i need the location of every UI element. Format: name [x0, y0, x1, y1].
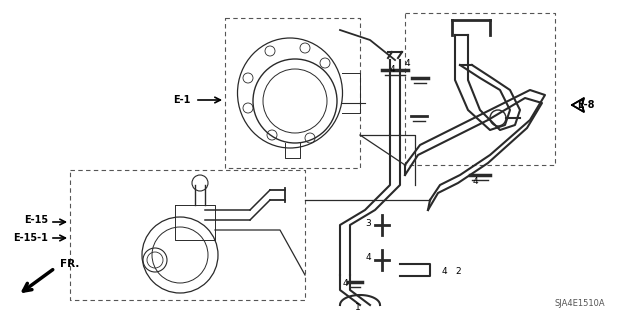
Text: 4: 4 — [389, 65, 395, 75]
Text: 4: 4 — [404, 58, 410, 68]
Text: 4: 4 — [342, 279, 348, 288]
Text: E-8: E-8 — [577, 100, 595, 110]
Text: 4: 4 — [441, 268, 447, 277]
Text: 2: 2 — [455, 268, 461, 277]
Text: 4: 4 — [472, 177, 478, 187]
Text: E-1: E-1 — [173, 95, 190, 105]
Text: E-15-1: E-15-1 — [13, 233, 48, 243]
Text: 4: 4 — [365, 254, 371, 263]
Text: E-15: E-15 — [24, 215, 48, 225]
Text: SJA4E1510A: SJA4E1510A — [554, 299, 605, 308]
Text: 3: 3 — [365, 219, 371, 227]
Text: FR.: FR. — [60, 259, 79, 269]
Text: 1: 1 — [355, 303, 361, 313]
Polygon shape — [572, 98, 584, 112]
